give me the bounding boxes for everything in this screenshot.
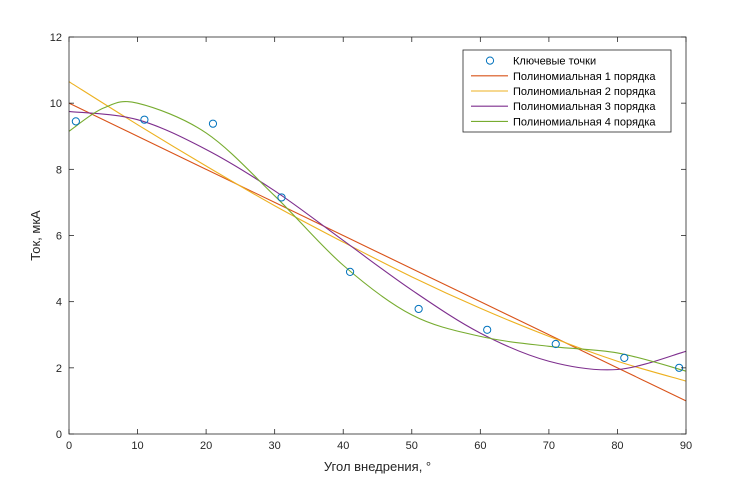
y-tick-label: 0 <box>56 429 62 441</box>
key-point <box>208 119 218 128</box>
key-point <box>140 115 149 124</box>
series-line-4 <box>68 100 687 372</box>
legend-label-3: Полиномиальная 3 порядка <box>513 101 656 113</box>
x-tick-label: 40 <box>337 440 349 452</box>
series-layer <box>68 81 687 402</box>
key-point <box>277 193 286 202</box>
key-point <box>345 267 355 276</box>
key-point <box>620 353 629 363</box>
legend-label-4: Полиномиальная 4 порядка <box>513 116 656 128</box>
series-line-1 <box>68 102 687 402</box>
x-tick-label: 80 <box>611 440 623 452</box>
x-tick-label: 50 <box>406 440 418 452</box>
x-tick-label: 10 <box>131 440 143 452</box>
points-layer <box>71 115 684 372</box>
y-tick-label: 2 <box>56 363 62 375</box>
x-tick-label: 60 <box>474 440 486 452</box>
x-tick-label: 30 <box>269 440 281 452</box>
x-axis-ticks: 0 10 20 30 40 50 60 70 80 90 <box>66 37 692 452</box>
legend-label-points: Ключевые точки <box>513 56 596 68</box>
key-point <box>71 117 80 126</box>
y-tick-label: 4 <box>56 297 62 309</box>
key-point <box>551 339 560 349</box>
legend-label-1: Полиномиальная 1 порядка <box>513 71 656 83</box>
y-tick-label: 10 <box>50 98 62 110</box>
x-axis-label: Угол внедрения, ° <box>324 459 431 474</box>
legend-label-2: Полиномиальная 2 порядка <box>513 86 656 98</box>
y-axis-ticks: 0 2 4 6 8 10 12 <box>50 32 686 441</box>
y-tick-label: 6 <box>56 231 62 243</box>
x-tick-label: 0 <box>66 440 72 452</box>
key-point <box>483 325 492 334</box>
x-tick-label: 70 <box>543 440 555 452</box>
legend: Ключевые точки Полиномиальная 1 порядка По… <box>462 49 672 133</box>
y-axis-label: Ток, мкА <box>28 210 43 261</box>
series-line-3 <box>68 110 687 371</box>
y-tick-label: 8 <box>56 164 62 176</box>
x-tick-label: 90 <box>680 440 692 452</box>
x-tick-label: 20 <box>200 440 212 452</box>
key-point <box>414 304 423 314</box>
y-tick-label: 12 <box>50 32 62 44</box>
legend-marker-points <box>485 56 495 65</box>
